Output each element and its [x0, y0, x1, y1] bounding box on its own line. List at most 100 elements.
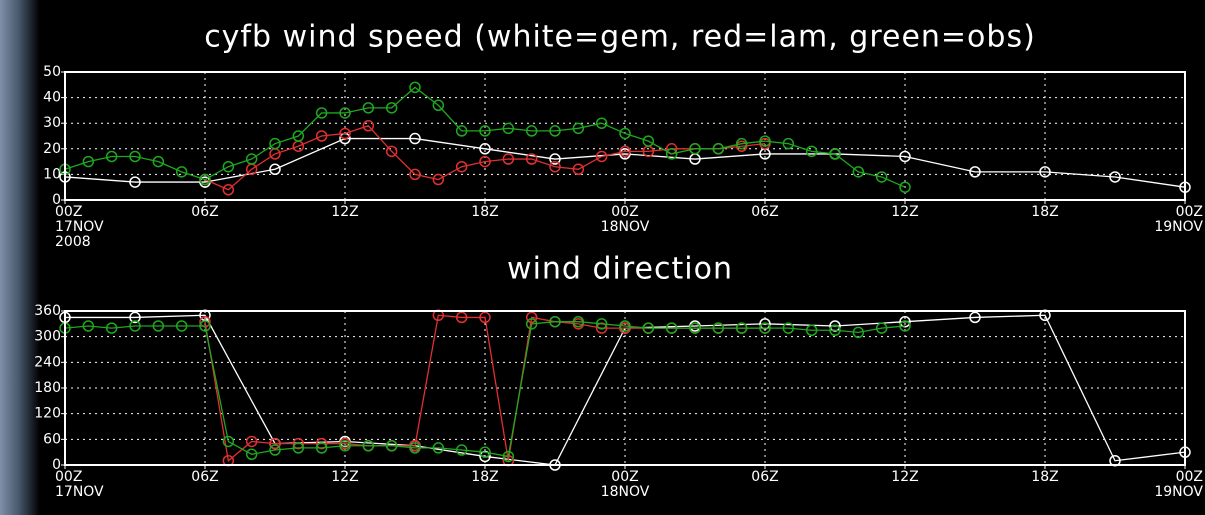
data-point	[712, 143, 725, 155]
data-point	[595, 318, 608, 330]
data-point	[549, 125, 561, 137]
data-point	[292, 437, 305, 450]
data-point	[549, 153, 561, 165]
data-point	[315, 130, 328, 142]
y-tick-label: 240	[34, 354, 61, 370]
data-point	[105, 322, 118, 334]
data-point	[129, 150, 141, 163]
data-point	[222, 435, 235, 448]
data-point	[899, 181, 911, 193]
data-point	[362, 120, 375, 132]
data-point	[245, 448, 258, 461]
y-tick-label: 60	[43, 431, 61, 447]
data-point	[175, 166, 188, 178]
x-tick-label: 00Z	[611, 469, 638, 485]
data-point	[969, 311, 981, 324]
data-point	[852, 326, 865, 339]
data-point	[82, 155, 95, 168]
data-point	[712, 322, 725, 334]
data-point	[572, 122, 585, 135]
y-tick-label: 40	[43, 90, 61, 106]
series-line	[64, 86, 906, 188]
x-tick-label: 18Z	[471, 469, 498, 485]
data-point	[782, 322, 795, 334]
series-line	[64, 321, 906, 458]
data-point	[269, 437, 281, 450]
data-point	[689, 322, 701, 334]
data-point	[385, 440, 398, 452]
data-point	[222, 160, 235, 173]
data-point	[899, 150, 911, 163]
data-point	[152, 155, 165, 168]
data-point	[315, 437, 328, 450]
x-tick-label: 17NOV	[55, 484, 104, 500]
data-point	[899, 315, 911, 328]
data-point	[549, 160, 561, 173]
data-point	[479, 446, 491, 458]
data-point	[969, 166, 981, 178]
data-point	[642, 322, 655, 334]
data-point	[595, 322, 608, 334]
data-point	[595, 117, 608, 129]
data-point	[245, 435, 258, 448]
x-tick-label: 12Z	[891, 469, 918, 485]
x-tick-label: 00Z	[1176, 204, 1203, 220]
data-point	[339, 440, 351, 452]
data-point	[432, 442, 445, 454]
data-point	[502, 450, 515, 463]
data-point	[619, 320, 631, 332]
data-point	[292, 442, 305, 454]
data-point	[409, 168, 421, 181]
data-point	[409, 81, 421, 94]
data-point	[735, 137, 748, 150]
data-point	[595, 150, 608, 163]
y-tick-label: 10	[43, 166, 61, 182]
x-tick-label: 00Z	[611, 204, 638, 220]
x-tick-label: 12Z	[331, 469, 358, 485]
x-tick-label: 19NOV	[1154, 219, 1203, 235]
y-tick-label: 30	[43, 115, 61, 131]
data-point	[875, 322, 888, 334]
data-point	[339, 127, 351, 140]
data-point	[502, 122, 515, 135]
data-point	[619, 145, 631, 158]
y-tick-label: 0	[52, 457, 61, 473]
data-point	[385, 145, 398, 158]
data-point	[339, 107, 351, 119]
data-point	[829, 324, 841, 336]
x-tick-label: 18Z	[1031, 204, 1058, 220]
x-tick-label: 18NOV	[601, 484, 650, 500]
data-point	[829, 148, 841, 160]
x-tick-label: 18Z	[471, 204, 498, 220]
x-tick-label: 18Z	[1031, 469, 1058, 485]
data-point	[525, 318, 538, 330]
data-point	[199, 320, 211, 332]
data-point	[759, 135, 771, 147]
data-point	[269, 137, 281, 150]
x-tick-label: 06Z	[751, 204, 778, 220]
x-tick-label: 06Z	[191, 204, 218, 220]
data-point	[1039, 166, 1051, 178]
data-point	[479, 450, 491, 463]
background-edge	[0, 0, 40, 515]
data-point	[549, 315, 561, 328]
data-point	[315, 107, 328, 119]
data-point	[805, 145, 818, 158]
y-tick-label: 180	[34, 380, 61, 396]
data-point	[829, 320, 841, 332]
data-point	[665, 148, 678, 160]
data-point	[455, 125, 468, 137]
data-point	[152, 320, 165, 332]
data-point	[409, 442, 421, 454]
data-point	[409, 132, 421, 145]
data-point	[875, 171, 888, 183]
data-point	[525, 153, 538, 165]
data-point	[479, 311, 491, 324]
data-point	[619, 127, 631, 140]
x-tick-label: 12Z	[331, 204, 358, 220]
data-point	[572, 315, 585, 328]
x-tick-label: 00Z	[55, 204, 82, 220]
data-point	[432, 99, 445, 112]
